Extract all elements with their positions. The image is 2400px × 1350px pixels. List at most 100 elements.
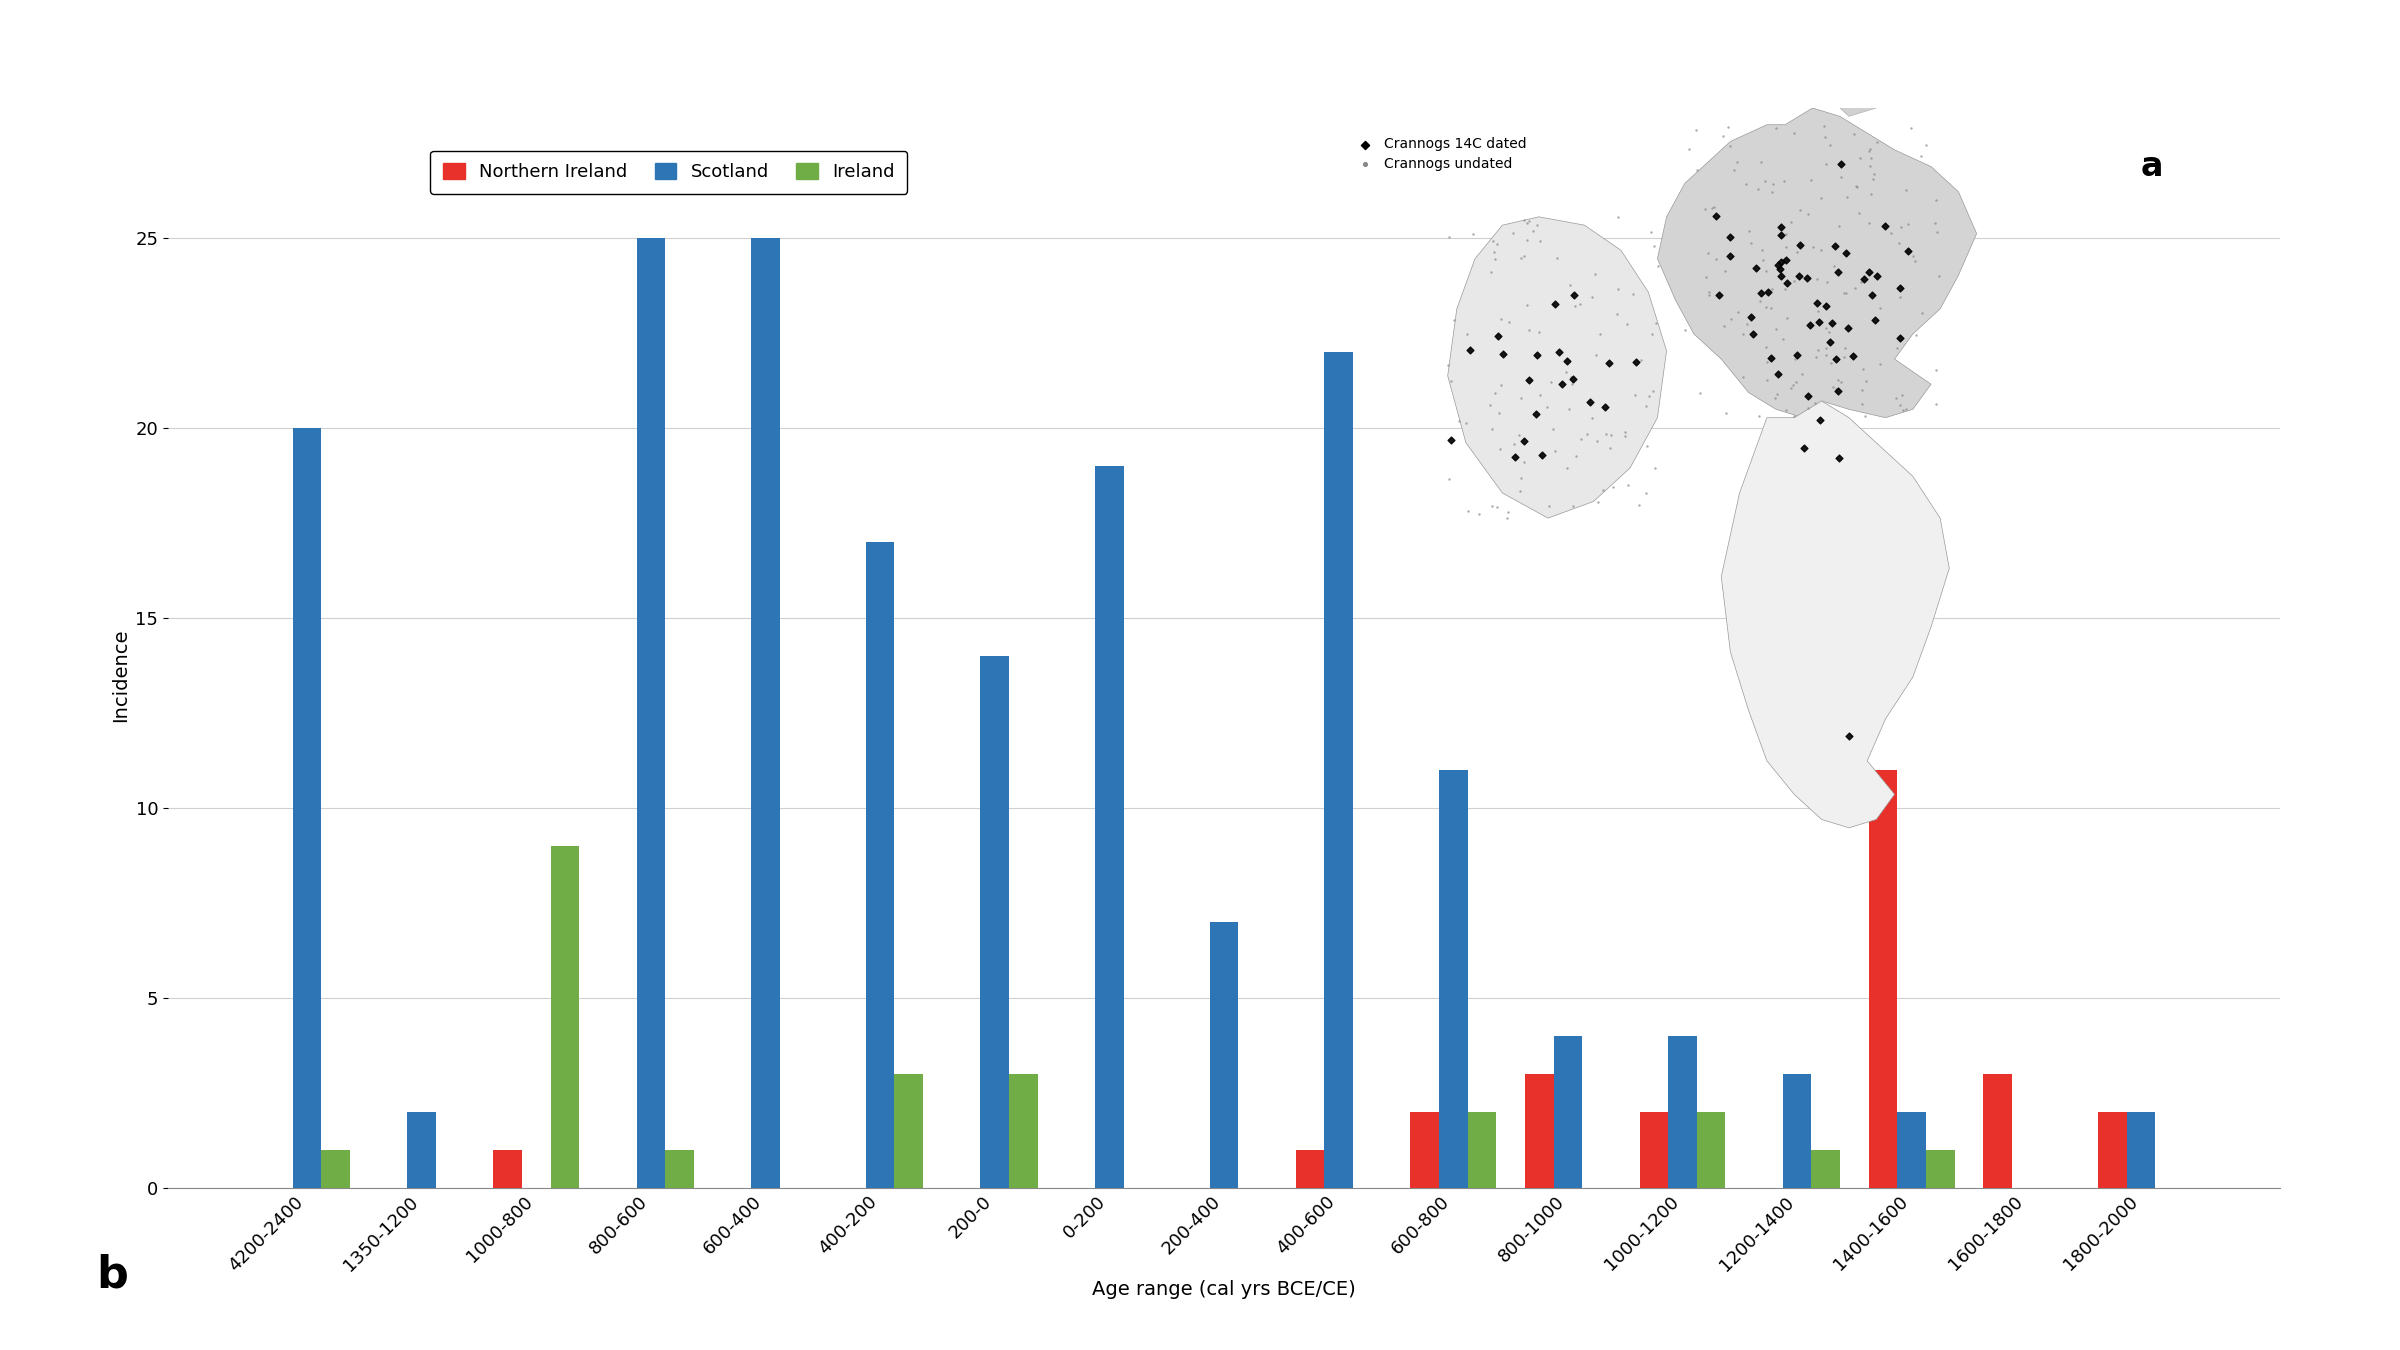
Point <box>1476 248 1514 270</box>
Text: b: b <box>96 1253 127 1296</box>
Point <box>1553 495 1591 517</box>
Point <box>1798 269 1836 290</box>
Point <box>1639 255 1678 277</box>
Point <box>1764 170 1802 192</box>
Point <box>1697 205 1735 227</box>
Point <box>1795 393 1834 414</box>
Point <box>1918 221 1956 243</box>
Point <box>1584 479 1622 501</box>
Point <box>1896 324 1934 346</box>
Legend: Crannogs 14C dated, Crannogs undated: Crannogs 14C dated, Crannogs undated <box>1344 132 1531 177</box>
Point <box>1757 319 1795 340</box>
Point <box>1630 385 1668 406</box>
Point <box>1709 116 1747 138</box>
Point <box>1757 383 1795 405</box>
Point <box>1766 223 1805 244</box>
Point <box>1577 263 1615 285</box>
Point <box>1678 159 1716 181</box>
Bar <box>866 541 895 1188</box>
Point <box>1807 317 1846 339</box>
Point <box>1882 383 1920 405</box>
Point <box>1882 327 1920 348</box>
Point <box>1634 379 1673 401</box>
Point <box>1476 382 1514 404</box>
Point <box>1882 277 1920 298</box>
Point <box>1850 212 1889 234</box>
Point <box>1598 207 1637 228</box>
Point <box>1430 354 1469 375</box>
Point <box>1598 302 1637 324</box>
Point <box>1594 477 1632 498</box>
Point <box>1778 242 1817 263</box>
Point <box>1889 240 1927 262</box>
Point <box>1692 197 1730 219</box>
Point <box>1834 344 1872 366</box>
Point <box>1901 144 1939 166</box>
Bar <box>751 238 780 1188</box>
Point <box>1478 497 1517 518</box>
Bar <box>982 656 1008 1188</box>
Point <box>1788 267 1826 289</box>
Point <box>1853 182 1891 204</box>
Point <box>1802 409 1841 431</box>
Point <box>1481 374 1519 396</box>
Point <box>1879 232 1918 254</box>
Point <box>1742 248 1781 270</box>
Point <box>1764 328 1802 350</box>
Point <box>1812 331 1850 352</box>
Point <box>1706 402 1745 424</box>
Point <box>1488 508 1526 529</box>
Point <box>1531 495 1570 517</box>
Point <box>1819 381 1858 402</box>
Point <box>1550 274 1589 296</box>
Point <box>1850 155 1889 177</box>
Point <box>1699 286 1738 308</box>
Point <box>1435 309 1474 331</box>
Point <box>1522 444 1560 466</box>
Point <box>1788 202 1826 224</box>
Point <box>1490 310 1529 332</box>
Point <box>1762 251 1800 273</box>
Point <box>1843 379 1882 401</box>
Point <box>1853 285 1891 306</box>
Point <box>1817 348 1855 370</box>
Point <box>1776 348 1814 370</box>
Point <box>1454 223 1493 244</box>
Bar <box>1783 1075 1812 1188</box>
Point <box>1740 405 1778 427</box>
Point <box>1522 231 1560 252</box>
Point <box>1824 347 1862 369</box>
Point <box>1637 312 1675 333</box>
Point <box>1819 370 1858 392</box>
Point <box>1750 281 1788 302</box>
Bar <box>1927 1150 1954 1188</box>
Point <box>1471 495 1510 517</box>
Point <box>1846 371 1884 393</box>
Point <box>1829 317 1867 339</box>
Point <box>1798 346 1836 367</box>
Point <box>1877 338 1915 359</box>
Point <box>1586 423 1625 444</box>
Bar <box>1008 1075 1037 1188</box>
Point <box>1805 126 1843 147</box>
Point <box>1903 302 1942 324</box>
Point <box>1562 428 1601 450</box>
Point <box>1793 169 1831 190</box>
Point <box>1728 173 1766 194</box>
Point <box>1817 378 1855 400</box>
Point <box>1447 413 1486 435</box>
Point <box>1627 436 1666 458</box>
Point <box>1488 501 1526 522</box>
Point <box>1706 259 1745 281</box>
Point <box>1843 358 1882 379</box>
Point <box>1810 321 1848 343</box>
Point <box>1666 319 1704 340</box>
Point <box>1433 429 1471 451</box>
Point <box>1886 398 1925 420</box>
Point <box>1550 398 1589 420</box>
Point <box>1478 234 1517 255</box>
Point <box>1742 151 1781 173</box>
Point <box>1790 313 1829 335</box>
Point <box>1788 385 1826 406</box>
Point <box>1505 431 1543 452</box>
